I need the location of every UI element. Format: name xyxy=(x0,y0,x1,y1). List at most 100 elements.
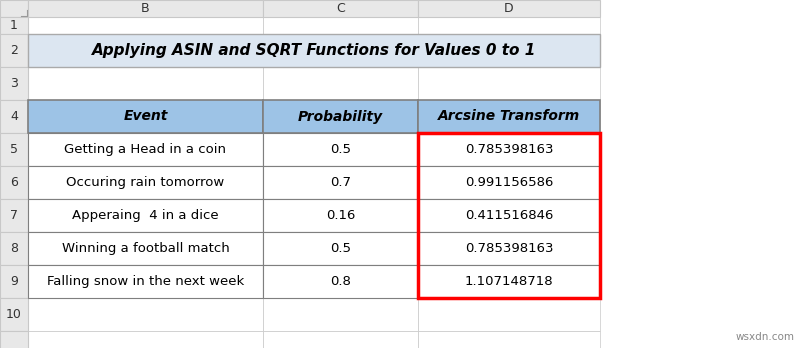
Text: wsxdn.com: wsxdn.com xyxy=(736,332,795,342)
Bar xyxy=(0,34,28,67)
Bar xyxy=(418,265,600,298)
Bar xyxy=(0,67,28,100)
Bar xyxy=(263,199,418,232)
Bar xyxy=(0,100,28,133)
Bar xyxy=(263,34,418,67)
Bar xyxy=(28,199,263,232)
Bar xyxy=(28,133,263,166)
Text: Arcsine Transform: Arcsine Transform xyxy=(438,110,580,124)
Bar xyxy=(418,265,600,298)
Bar xyxy=(263,298,418,331)
Bar xyxy=(0,133,28,166)
Text: Occuring rain tomorrow: Occuring rain tomorrow xyxy=(66,176,225,189)
Text: 10: 10 xyxy=(6,308,22,321)
Bar xyxy=(263,0,418,17)
Bar xyxy=(418,232,600,265)
Bar xyxy=(263,199,418,232)
Bar xyxy=(418,166,600,199)
Bar xyxy=(418,34,600,67)
Bar xyxy=(263,265,418,298)
Bar xyxy=(418,298,600,331)
Bar xyxy=(263,100,418,133)
Bar xyxy=(28,298,263,331)
Bar xyxy=(418,331,600,348)
Text: 8: 8 xyxy=(10,242,18,255)
Text: 0.785398163: 0.785398163 xyxy=(465,242,554,255)
Bar xyxy=(418,166,600,199)
Bar xyxy=(418,100,600,133)
Bar xyxy=(28,100,263,133)
Bar xyxy=(0,17,28,34)
Text: Getting a Head in a coin: Getting a Head in a coin xyxy=(65,143,226,156)
Text: 0.5: 0.5 xyxy=(330,242,351,255)
Text: 3: 3 xyxy=(10,77,18,90)
Bar xyxy=(263,166,418,199)
Bar xyxy=(28,34,600,67)
Bar xyxy=(263,166,418,199)
Text: C: C xyxy=(336,2,345,15)
Bar xyxy=(263,331,418,348)
Bar xyxy=(263,133,418,166)
Bar xyxy=(263,232,418,265)
Bar xyxy=(28,34,263,67)
Bar xyxy=(0,265,28,298)
Bar xyxy=(28,265,263,298)
Bar xyxy=(418,232,600,265)
Bar xyxy=(28,133,263,166)
Text: 7: 7 xyxy=(10,209,18,222)
Bar xyxy=(418,199,600,232)
Bar xyxy=(28,331,263,348)
Text: 0.7: 0.7 xyxy=(330,176,351,189)
Text: 0.991156586: 0.991156586 xyxy=(465,176,553,189)
Text: 6: 6 xyxy=(10,176,18,189)
Text: B: B xyxy=(141,2,150,15)
Text: 5: 5 xyxy=(10,143,18,156)
Bar xyxy=(418,17,600,34)
Bar xyxy=(418,133,600,166)
Bar xyxy=(28,232,263,265)
Bar xyxy=(28,199,263,232)
Bar xyxy=(28,100,263,133)
Bar xyxy=(263,265,418,298)
Text: Falling snow in the next week: Falling snow in the next week xyxy=(47,275,244,288)
Bar xyxy=(28,166,263,199)
Bar xyxy=(418,133,600,298)
Text: 0.785398163: 0.785398163 xyxy=(465,143,554,156)
Bar xyxy=(28,67,263,100)
Bar xyxy=(418,199,600,232)
Bar xyxy=(0,0,28,17)
Bar xyxy=(418,133,600,166)
Text: 0.8: 0.8 xyxy=(330,275,351,288)
Bar xyxy=(263,67,418,100)
Bar xyxy=(0,166,28,199)
Text: Event: Event xyxy=(123,110,168,124)
Text: Applying ASIN and SQRT Functions for Values 0 to 1: Applying ASIN and SQRT Functions for Val… xyxy=(92,43,536,58)
Text: 2: 2 xyxy=(10,44,18,57)
Text: Winning a football match: Winning a football match xyxy=(62,242,230,255)
Text: 4: 4 xyxy=(10,110,18,123)
Text: 0.5: 0.5 xyxy=(330,143,351,156)
Bar xyxy=(418,100,600,133)
Text: 0.16: 0.16 xyxy=(326,209,355,222)
Text: 0.411516846: 0.411516846 xyxy=(465,209,553,222)
Bar xyxy=(28,265,263,298)
Text: Probability: Probability xyxy=(298,110,383,124)
Bar xyxy=(28,0,263,17)
Text: Apperaing  4 in a dice: Apperaing 4 in a dice xyxy=(72,209,219,222)
Bar xyxy=(0,298,28,331)
Text: 1.107148718: 1.107148718 xyxy=(465,275,554,288)
Bar xyxy=(28,17,263,34)
Bar xyxy=(263,100,418,133)
Bar xyxy=(418,0,600,17)
Bar xyxy=(28,232,263,265)
Text: D: D xyxy=(504,2,514,15)
Bar xyxy=(263,232,418,265)
Bar xyxy=(0,199,28,232)
Text: 9: 9 xyxy=(10,275,18,288)
Bar xyxy=(418,67,600,100)
Bar xyxy=(263,133,418,166)
Text: 1: 1 xyxy=(10,19,18,32)
Bar xyxy=(0,232,28,265)
Bar xyxy=(28,166,263,199)
Bar xyxy=(0,331,28,348)
